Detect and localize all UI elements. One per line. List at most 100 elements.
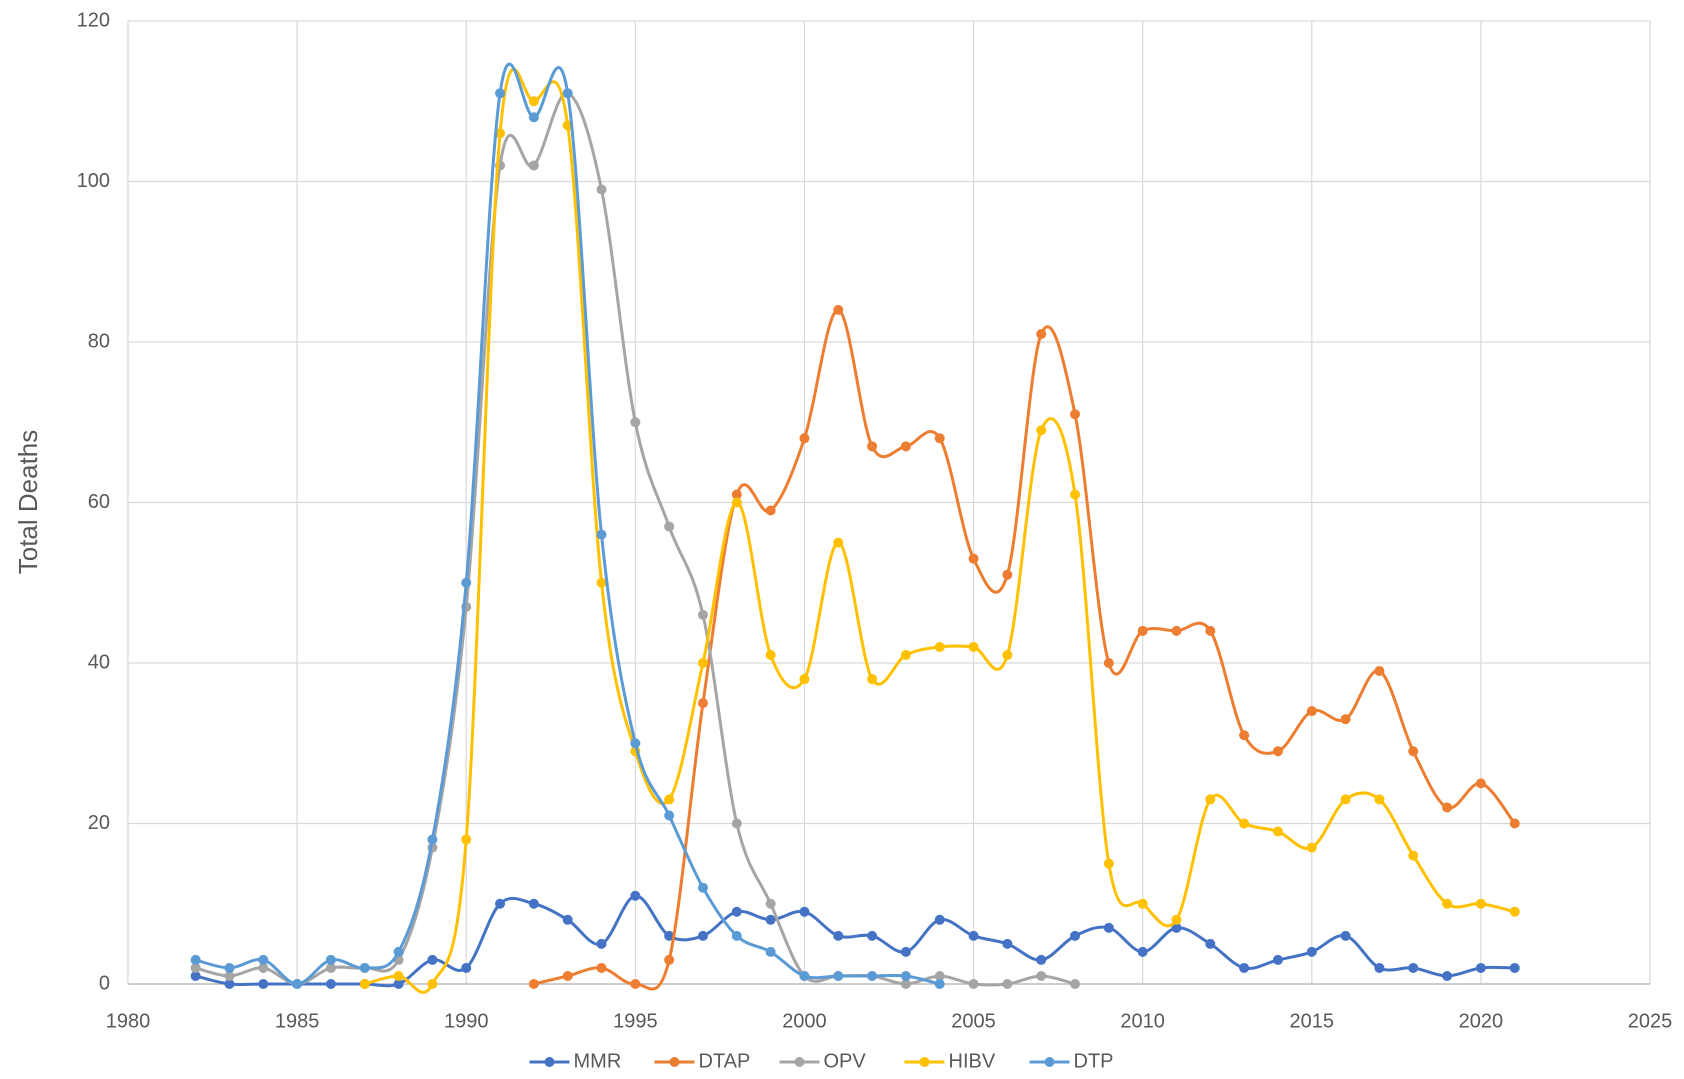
data-point (697, 609, 708, 620)
data-point (934, 641, 945, 652)
data-point (799, 433, 810, 444)
data-point (292, 979, 303, 989)
data-point (1137, 898, 1148, 909)
data-point (596, 529, 607, 540)
data-point (190, 962, 201, 973)
data-point (900, 979, 911, 989)
data-point (630, 979, 641, 989)
data-point (528, 160, 539, 171)
data-point (495, 128, 506, 139)
y-tick-label: 120 (77, 9, 110, 31)
data-point (765, 914, 776, 925)
data-point (1036, 328, 1047, 339)
data-point (1002, 569, 1013, 580)
data-point (596, 577, 607, 588)
data-point (799, 970, 810, 981)
data-point (1205, 794, 1216, 805)
data-point (664, 930, 675, 941)
data-point (1442, 802, 1453, 813)
legend-label: HIBV (949, 1050, 996, 1072)
data-point (1137, 625, 1148, 636)
legend-item: HIBV (904, 1050, 996, 1072)
y-tick-label: 40 (88, 651, 110, 673)
data-point (1239, 730, 1250, 741)
data-point (697, 882, 708, 893)
data-point (765, 649, 776, 660)
data-point (1137, 946, 1148, 957)
data-point (833, 304, 844, 315)
data-point (664, 954, 675, 965)
data-point (1306, 946, 1317, 957)
data-point (833, 970, 844, 981)
data-point (697, 930, 708, 941)
data-point (1340, 930, 1351, 941)
data-point (968, 930, 979, 941)
data-point (224, 979, 235, 989)
legend-label: DTP (1074, 1050, 1114, 1072)
data-point (359, 979, 370, 989)
data-point (1408, 850, 1419, 861)
data-point (934, 970, 945, 981)
data-point (427, 954, 438, 965)
data-point (1070, 489, 1081, 500)
y-tick-label: 0 (99, 972, 110, 994)
data-point (461, 962, 472, 973)
data-point (1475, 778, 1486, 789)
x-tick-label: 2000 (782, 1010, 827, 1032)
data-point (325, 979, 336, 989)
data-point (1002, 938, 1013, 949)
data-point (867, 970, 878, 981)
data-point (934, 979, 945, 989)
x-tick-label: 1995 (613, 1010, 658, 1032)
data-point (900, 441, 911, 452)
data-point (1002, 649, 1013, 660)
data-point (968, 979, 979, 989)
data-point (1070, 979, 1081, 989)
data-point (799, 674, 810, 685)
data-point (1408, 962, 1419, 973)
data-point (1272, 746, 1283, 757)
x-tick-label: 2025 (1628, 1010, 1673, 1032)
data-point (258, 954, 269, 965)
data-point (1374, 666, 1385, 677)
data-point (630, 417, 641, 428)
data-point (1509, 962, 1520, 973)
data-point (630, 890, 641, 901)
x-tick-label: 2015 (1290, 1010, 1335, 1032)
data-point (731, 906, 742, 917)
data-point (900, 946, 911, 957)
data-point (968, 553, 979, 564)
data-point (799, 906, 810, 917)
data-point (697, 658, 708, 668)
data-point (968, 641, 979, 652)
y-tick-label: 80 (88, 330, 110, 352)
legend-marker (794, 1057, 805, 1067)
data-point (461, 577, 472, 588)
data-point (664, 521, 675, 532)
data-point (1239, 818, 1250, 829)
data-point (900, 970, 911, 981)
data-point (359, 962, 370, 973)
data-point (190, 954, 201, 965)
data-point (596, 962, 607, 973)
x-tick-label: 1985 (275, 1010, 320, 1032)
data-point (562, 88, 573, 99)
data-point (731, 930, 742, 941)
data-point (224, 970, 235, 981)
data-point (934, 433, 945, 444)
legend-label: DTAP (699, 1050, 751, 1072)
data-point (1205, 625, 1216, 636)
data-point (528, 96, 539, 107)
data-point (325, 962, 336, 973)
legend-item: DTAP (654, 1050, 751, 1072)
data-point (1374, 962, 1385, 973)
data-point (1036, 954, 1047, 965)
data-point (934, 914, 945, 925)
data-point (1475, 962, 1486, 973)
legend-label: MMR (574, 1050, 622, 1072)
data-point (731, 818, 742, 829)
series-line (533, 308, 1516, 991)
data-point (867, 930, 878, 941)
y-axis-label: Total Deaths (13, 430, 43, 575)
data-point (1306, 842, 1317, 853)
